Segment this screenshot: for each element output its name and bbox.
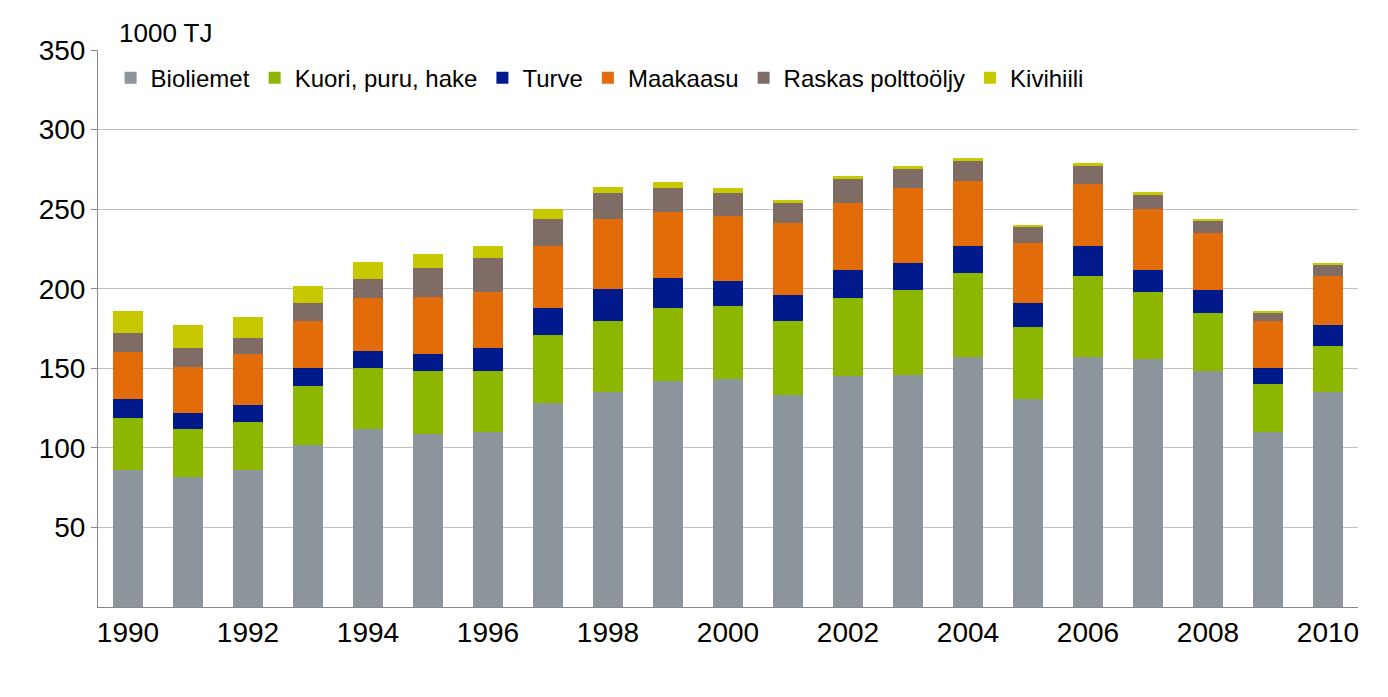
svg-text:100: 100 — [39, 433, 86, 464]
svg-text:Turve: Turve — [522, 65, 582, 92]
svg-text:2006: 2006 — [1057, 617, 1119, 648]
svg-text:1994: 1994 — [337, 617, 399, 648]
svg-text:2004: 2004 — [937, 617, 999, 648]
svg-text:1998: 1998 — [577, 617, 639, 648]
svg-text:Maakaasu: Maakaasu — [628, 65, 739, 92]
svg-text:250: 250 — [39, 194, 86, 225]
svg-text:1000 TJ: 1000 TJ — [119, 18, 212, 48]
svg-text:2002: 2002 — [817, 617, 879, 648]
svg-text:1990: 1990 — [97, 617, 159, 648]
svg-text:150: 150 — [39, 353, 86, 384]
svg-text:200: 200 — [39, 274, 86, 305]
svg-text:Kuori, puru, hake: Kuori, puru, hake — [295, 65, 478, 92]
svg-text:1996: 1996 — [457, 617, 519, 648]
svg-text:2008: 2008 — [1177, 617, 1239, 648]
svg-text:Kivihiili: Kivihiili — [1010, 65, 1083, 92]
svg-text:350: 350 — [39, 35, 86, 66]
svg-text:1992: 1992 — [217, 617, 279, 648]
svg-text:Raskas polttoöljy: Raskas polttoöljy — [784, 65, 965, 92]
svg-text:50: 50 — [54, 512, 85, 543]
svg-text:300: 300 — [39, 114, 86, 145]
svg-text:2000: 2000 — [697, 617, 759, 648]
svg-text:2010: 2010 — [1297, 617, 1359, 648]
svg-text:Bioliemet: Bioliemet — [151, 65, 250, 92]
